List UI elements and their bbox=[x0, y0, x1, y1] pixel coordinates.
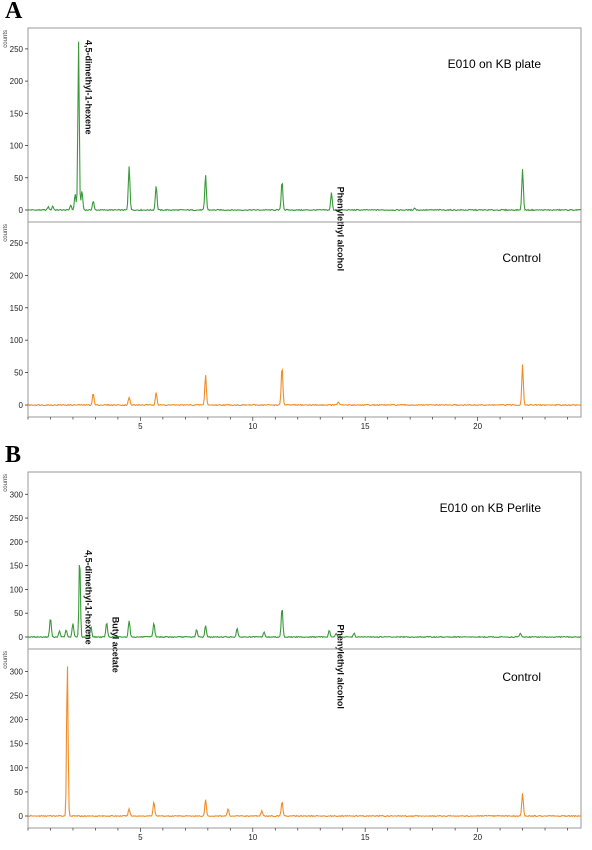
y-unit-label: counts bbox=[3, 224, 9, 242]
series-label: Control bbox=[502, 670, 541, 684]
y-tick-label: 100 bbox=[10, 764, 24, 773]
x-tick-label: 20 bbox=[473, 833, 482, 842]
y-tick-label: 50 bbox=[14, 174, 23, 183]
y-tick-label: 150 bbox=[10, 740, 24, 749]
peak-annotation: 4,5-dimethyl-1-hexene bbox=[84, 550, 94, 645]
y-tick-label: 50 bbox=[14, 788, 23, 797]
y-tick-label: 50 bbox=[14, 369, 23, 378]
y-tick-label: 250 bbox=[10, 514, 24, 523]
y-tick-label: 0 bbox=[19, 812, 24, 821]
chromatogram-trace bbox=[27, 666, 582, 818]
chromatogram-trace bbox=[27, 364, 582, 407]
peak-annotation: Butyl acetate bbox=[111, 617, 121, 673]
peak-annotation: Phenylethyl alcohol bbox=[335, 624, 345, 709]
plot-frame bbox=[27, 221, 582, 418]
chromatogram-trace bbox=[27, 565, 582, 639]
y-tick-label: 200 bbox=[10, 271, 24, 280]
y-tick-label: 150 bbox=[10, 562, 24, 571]
series-label: Control bbox=[502, 251, 541, 265]
y-tick-label: 0 bbox=[19, 633, 24, 642]
y-tick-label: 150 bbox=[10, 304, 24, 313]
peak-annotation: Phenylethyl alcohol bbox=[335, 187, 345, 272]
y-tick-label: 150 bbox=[10, 109, 24, 118]
series-label: E010 on KB plate bbox=[448, 57, 542, 71]
y-unit-label: counts bbox=[3, 651, 9, 669]
y-tick-label: 100 bbox=[10, 585, 24, 594]
y-tick-label: 200 bbox=[10, 77, 24, 86]
y-tick-label: 250 bbox=[10, 45, 24, 54]
y-tick-label: 250 bbox=[10, 239, 24, 248]
y-tick-label: 0 bbox=[19, 206, 24, 215]
x-tick-label: 5 bbox=[138, 422, 143, 431]
x-tick-label: 15 bbox=[361, 833, 370, 842]
x-tick-label: 10 bbox=[248, 833, 257, 842]
peak-annotation: 4,5-dimethyl-1-hexene bbox=[84, 40, 94, 135]
y-tick-label: 100 bbox=[10, 142, 24, 151]
series-label: E010 on KB Perlite bbox=[440, 501, 542, 515]
panel-b-label: B bbox=[5, 442, 22, 468]
x-tick-label: 10 bbox=[248, 422, 257, 431]
y-tick-label: 200 bbox=[10, 538, 24, 547]
x-tick-label: 15 bbox=[361, 422, 370, 431]
x-tick-label: 5 bbox=[138, 833, 143, 842]
y-tick-label: 50 bbox=[14, 609, 23, 618]
y-tick-label: 300 bbox=[10, 667, 24, 676]
y-unit-label: counts bbox=[3, 30, 9, 48]
y-tick-label: 0 bbox=[19, 401, 24, 410]
chromatogram-trace bbox=[27, 41, 582, 212]
y-tick-label: 300 bbox=[10, 490, 24, 499]
y-tick-label: 100 bbox=[10, 336, 24, 345]
y-tick-label: 250 bbox=[10, 692, 24, 701]
y-unit-label: counts bbox=[3, 474, 9, 492]
plot-frame bbox=[27, 648, 582, 829]
y-tick-label: 200 bbox=[10, 716, 24, 725]
panel-a-label: A bbox=[5, 0, 23, 24]
x-tick-label: 20 bbox=[473, 422, 482, 431]
